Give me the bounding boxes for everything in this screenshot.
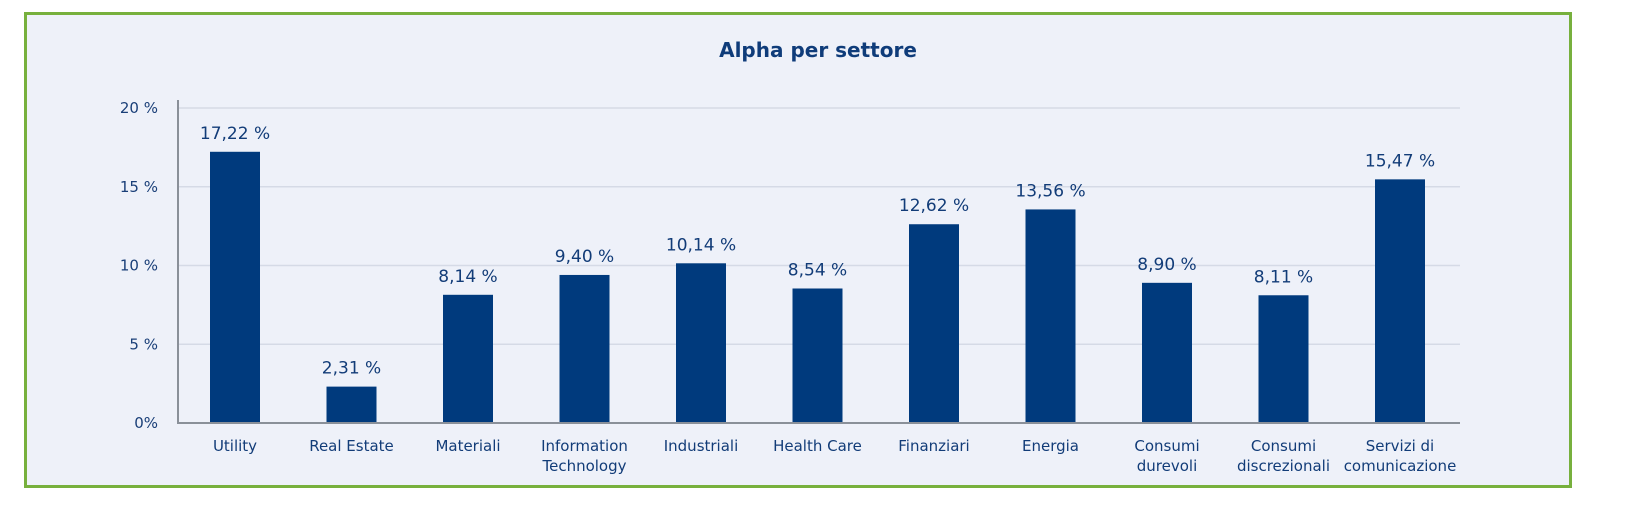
x-tick-label: Materiali xyxy=(435,437,500,455)
x-tick-label-line: Materiali xyxy=(435,437,500,455)
x-tick-label: Information Technology xyxy=(541,437,628,475)
bar xyxy=(1142,282,1192,423)
data-label: 10,14 % xyxy=(666,235,736,255)
data-label: 15,47 % xyxy=(1365,151,1435,171)
x-tick-label-line: Industriali xyxy=(664,437,739,455)
x-tick-label-line: Consumi xyxy=(1251,437,1316,455)
x-tick-label-line: comunicazione xyxy=(1344,457,1457,475)
x-tick-label-line: Consumi xyxy=(1134,437,1199,455)
y-tick-label: 15 % xyxy=(120,178,158,196)
y-tick-label: 10 % xyxy=(120,257,158,275)
bar xyxy=(1375,179,1425,423)
data-label: 8,14 % xyxy=(438,267,497,287)
x-tick-label: Consumi discrezionali xyxy=(1237,437,1330,475)
data-label: 12,62 % xyxy=(899,196,969,216)
x-tick-label-line: Real Estate xyxy=(309,437,394,455)
x-tick-label-line: Information xyxy=(541,437,628,455)
x-tick-label-line: Energia xyxy=(1022,437,1079,455)
x-tick-label-line: Health Care xyxy=(773,437,862,455)
bar xyxy=(1258,295,1309,423)
x-tick-label-line: Utility xyxy=(213,437,257,455)
data-label: 17,22 % xyxy=(200,124,270,144)
bar xyxy=(676,263,726,423)
x-tick-label: Real Estate xyxy=(309,437,394,455)
x-tick-label-line: Servizi di xyxy=(1366,437,1434,455)
data-label: 8,90 % xyxy=(1137,255,1196,275)
data-label: 8,54 % xyxy=(788,260,847,280)
y-tick-label: 20 % xyxy=(120,99,158,117)
x-tick-label: Energia xyxy=(1022,437,1079,455)
bar xyxy=(559,274,610,423)
x-tick-label: Consumi durevoli xyxy=(1134,437,1199,475)
y-tick-label: 0% xyxy=(134,414,158,432)
x-tick-label-line: discrezionali xyxy=(1237,457,1330,475)
bar xyxy=(443,294,493,423)
x-tick-label-line: Finanziari xyxy=(898,437,969,455)
data-label: 9,40 % xyxy=(555,247,614,267)
x-tick-label: Industriali xyxy=(664,437,739,455)
y-tick-label: 5 % xyxy=(129,335,158,353)
x-tick-label: Finanziari xyxy=(898,437,969,455)
x-tick-label: Servizi di comunicazione xyxy=(1344,437,1457,475)
x-tick-label-line: durevoli xyxy=(1137,457,1197,475)
bar xyxy=(1025,209,1076,423)
bar xyxy=(792,288,843,423)
data-label: 2,31 % xyxy=(322,359,381,379)
data-label: 8,11 % xyxy=(1254,267,1313,287)
data-label: 13,56 % xyxy=(1015,181,1085,201)
bar xyxy=(326,386,377,423)
x-tick-label: Utility xyxy=(213,437,257,455)
x-tick-label-line: Technology xyxy=(541,457,626,475)
bar xyxy=(909,224,959,423)
bar xyxy=(210,151,260,423)
chart-title: Alpha per settore xyxy=(719,38,917,62)
x-tick-label: Health Care xyxy=(773,437,862,455)
